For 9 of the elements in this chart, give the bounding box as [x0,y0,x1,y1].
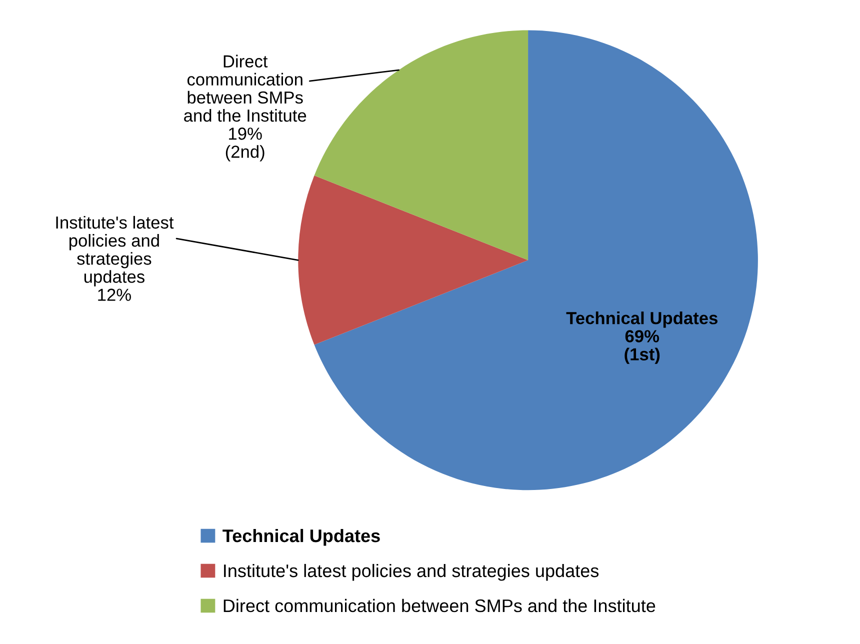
data-label: Institute's latest policies and strategies updates 12% [56,216,174,301]
legend-label: Institute's latest policies and strategies updates [224,564,599,581]
pie-slice [298,176,528,345]
data-label: Technical Updates 69% (1st) [566,312,718,364]
pie-slice [314,30,528,260]
legend-label: Direct communication between SMPs and the Institute [224,598,656,612]
data-label: Direct communication between SMPs and the Institute 19% (2nd) [184,54,306,162]
legend-label: Technical Updates [222,528,380,546]
pie-slice [314,30,758,490]
